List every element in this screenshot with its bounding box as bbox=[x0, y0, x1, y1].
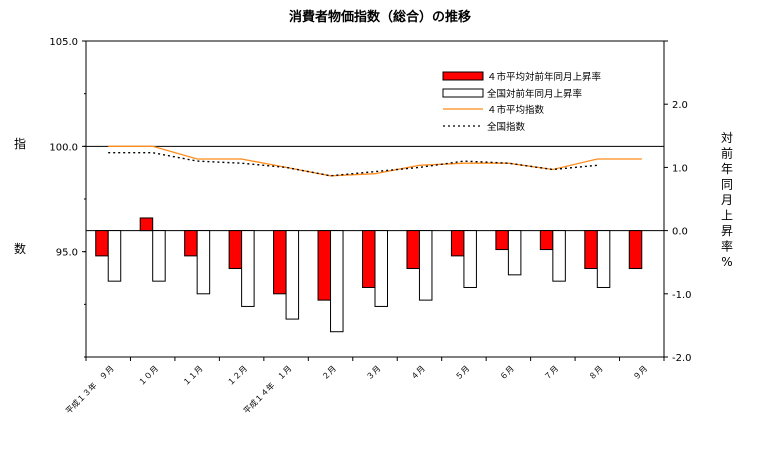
bar-4city bbox=[228, 230, 243, 270]
category-label: ９月 bbox=[632, 364, 650, 382]
category-label: １１月 bbox=[181, 364, 204, 387]
right-tick-label: -2.0 bbox=[672, 353, 692, 364]
left-tick-label: 95.0 bbox=[56, 248, 78, 259]
bar-4city bbox=[362, 230, 376, 288]
line-national-index bbox=[108, 151, 598, 177]
right-tick-label: 2.0 bbox=[672, 100, 688, 111]
bar-4city bbox=[584, 230, 598, 270]
bar-national bbox=[418, 230, 433, 301]
right-tick-label: 1.0 bbox=[672, 163, 688, 174]
bar-4city bbox=[495, 230, 509, 251]
bar-4city bbox=[317, 230, 332, 301]
legend-swatch bbox=[442, 71, 484, 81]
bar-4city bbox=[406, 230, 420, 270]
bar-4city bbox=[628, 230, 643, 270]
bar-4city bbox=[450, 230, 465, 257]
left-tick-label: 105.0 bbox=[49, 37, 78, 48]
legend-label: 全国対前年同月上昇率 bbox=[487, 88, 583, 100]
left-tick-label: 100.0 bbox=[49, 142, 78, 153]
axes bbox=[82, 40, 668, 361]
line-4city-index bbox=[108, 145, 642, 177]
legend-label: 全国指数 bbox=[487, 121, 526, 133]
right-axis-title-char: 月 bbox=[721, 193, 733, 207]
category-label: ４月 bbox=[409, 364, 427, 382]
legend-label: ４市平均対前年同月上昇率 bbox=[487, 71, 602, 83]
category-label: ２月 bbox=[320, 364, 338, 382]
bar-4city bbox=[539, 230, 554, 251]
right-axis-title-char: 前 bbox=[721, 146, 733, 161]
right-axis-title-char: 年 bbox=[721, 162, 733, 176]
axis-titles: 指数 対前年同月上昇率% bbox=[14, 131, 733, 269]
category-label: ７月 bbox=[543, 364, 561, 382]
category-label: １２月 bbox=[226, 364, 249, 387]
bar-4city bbox=[95, 230, 109, 257]
bar-national bbox=[196, 230, 211, 295]
right-tick-label: -1.0 bbox=[672, 290, 692, 301]
bars bbox=[95, 217, 643, 333]
category-label: ８月 bbox=[587, 364, 605, 382]
bar-4city bbox=[139, 217, 154, 232]
bar-4city bbox=[184, 230, 198, 257]
category-label: ５月 bbox=[454, 364, 472, 382]
right-axis-title-char: 上 bbox=[721, 209, 733, 223]
right-axis-title-char: % bbox=[721, 255, 732, 269]
category-label: ６月 bbox=[498, 364, 516, 382]
right-axis-title-char: 昇 bbox=[721, 224, 733, 238]
category-label: 平成１３年 ９月 bbox=[63, 363, 115, 415]
chart-title: 消費者物価指数（総合）の推移 bbox=[289, 9, 471, 25]
category-label: 平成１４年 １月 bbox=[241, 363, 293, 415]
right-axis-title-char: 同 bbox=[721, 178, 733, 192]
category-label: ３月 bbox=[365, 364, 383, 382]
left-axis-title-char: 数 bbox=[14, 241, 26, 256]
category-label: １０月 bbox=[137, 364, 160, 387]
right-axis-title-char: 対 bbox=[721, 131, 733, 145]
right-tick-label: 0.0 bbox=[672, 227, 688, 238]
bar-national bbox=[552, 230, 566, 282]
bar-national bbox=[241, 230, 255, 307]
legend-swatch bbox=[442, 88, 484, 98]
legend-label: ４市平均指数 bbox=[487, 104, 545, 116]
lines bbox=[108, 145, 642, 177]
tick-labels: 105.0 100.0 95.0 2.0 1.0 0.0 -1.0 -2.0 bbox=[49, 37, 691, 364]
bar-national bbox=[152, 230, 166, 282]
bar-national bbox=[285, 230, 300, 320]
bar-national bbox=[596, 230, 611, 288]
left-axis-title-char: 指 bbox=[14, 136, 26, 151]
bar-national bbox=[107, 230, 122, 282]
right-axis-title-char: 率 bbox=[721, 239, 733, 254]
bar-national bbox=[374, 230, 388, 307]
bar-national bbox=[463, 230, 477, 288]
bar-national bbox=[330, 230, 344, 333]
bar-national bbox=[507, 230, 522, 276]
bar-4city bbox=[273, 230, 287, 295]
